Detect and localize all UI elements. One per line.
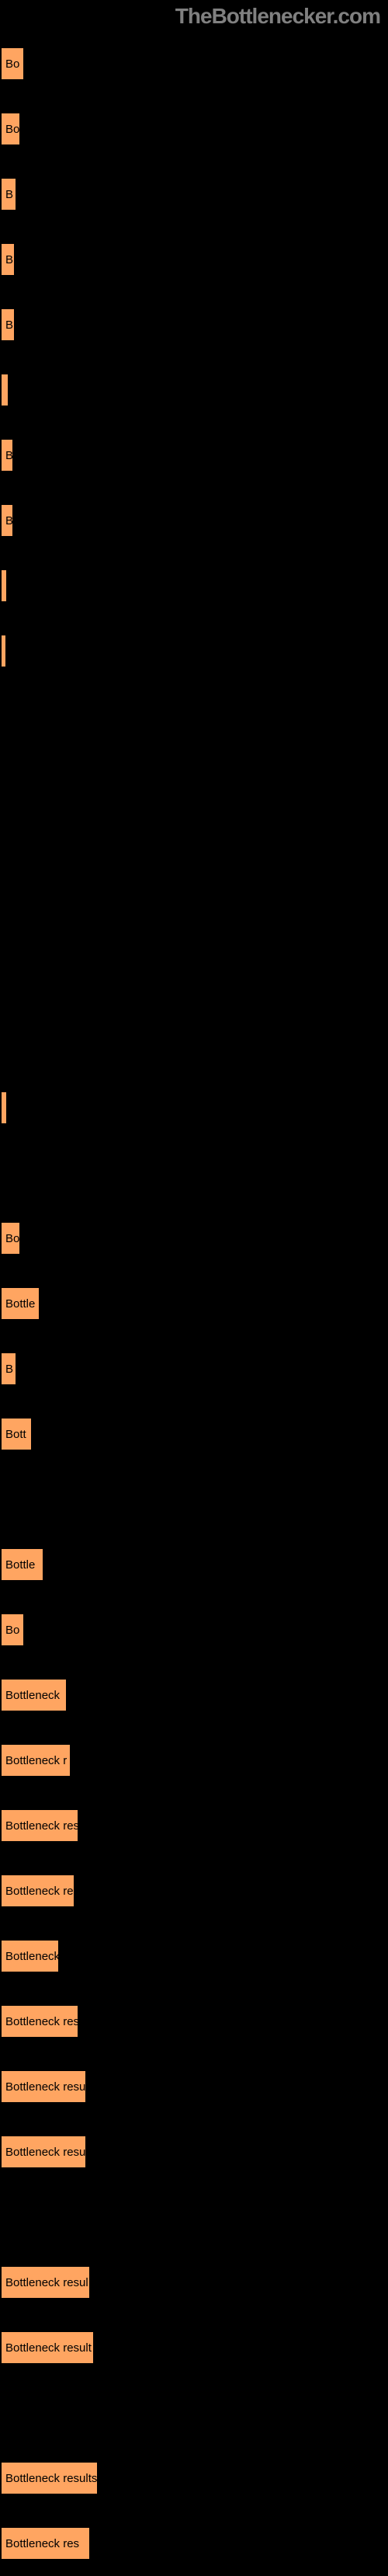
- bar-label: Bottleneck res: [5, 1819, 79, 1833]
- bar-row: Bottleneck resu: [0, 2119, 388, 2184]
- bar-label: Bottleneck r: [5, 1754, 67, 1767]
- bar-row: Bottleneck: [0, 1923, 388, 1989]
- bar-label: Bottle: [5, 1558, 35, 1572]
- bar-label: B: [5, 449, 13, 462]
- bar-label: Bottleneck results: [5, 2472, 97, 2485]
- bar-row: Bottle: [0, 1271, 388, 1336]
- bar: Bottleneck results: [0, 2461, 99, 2495]
- bar-row: B: [0, 1336, 388, 1401]
- bar-row: Bo: [0, 31, 388, 96]
- bar-row: B: [0, 162, 388, 227]
- bar-row: [0, 1010, 388, 1075]
- bar-label: Bo: [5, 57, 19, 71]
- bar-row: [0, 879, 388, 945]
- watermark-text: TheBottlenecker.com: [175, 4, 380, 29]
- bar: Bottle: [0, 1286, 40, 1321]
- bar-row: B: [0, 488, 388, 553]
- bar: B: [0, 242, 16, 277]
- bar: B: [0, 1352, 17, 1386]
- bar: Bottleneck: [0, 1939, 60, 1973]
- bar-label: Bo: [5, 123, 19, 136]
- bar-label: Bottleneck: [5, 1950, 60, 1963]
- bar-label: Bottleneck resu: [5, 2080, 85, 2094]
- bar: B: [0, 438, 14, 472]
- bar-label: Bottleneck res: [5, 2537, 79, 2550]
- bar: [0, 569, 8, 603]
- bar-row: [0, 1467, 388, 1532]
- bar-label: Bo: [5, 1232, 19, 1245]
- bar-row: [0, 684, 388, 749]
- bar-row: Bott: [0, 1401, 388, 1467]
- bar-row: Bottleneck resu: [0, 2054, 388, 2119]
- bar-row: B: [0, 292, 388, 357]
- bar-label: Bottleneck res: [5, 2015, 79, 2028]
- bar: Bottleneck resul: [0, 2265, 91, 2299]
- bar-row: Bottleneck res: [0, 2511, 388, 2576]
- bar: Bottle: [0, 1547, 44, 1582]
- bar-row: Bo: [0, 1206, 388, 1271]
- bar: Bottleneck res: [0, 2004, 79, 2038]
- bar-row: [0, 357, 388, 423]
- bar-label: Bottleneck re: [5, 1885, 74, 1898]
- bar-chart: Bo Bo B B B B B Bo Bottle B Bott Bottle Bo Bottleneck…: [0, 31, 388, 2576]
- bar-row: Bottleneck res: [0, 1793, 388, 1858]
- bar-row: [0, 749, 388, 814]
- bar: Bottleneck: [0, 1678, 68, 1712]
- bar: Bottleneck resu: [0, 2135, 87, 2169]
- bar-row: [0, 1075, 388, 1140]
- bar-label: Bottle: [5, 1297, 35, 1311]
- bar: Bottleneck resu: [0, 2070, 87, 2104]
- bar-label: B: [5, 253, 13, 266]
- bar: Bo: [0, 47, 25, 81]
- bar: B: [0, 177, 17, 211]
- bar-label: Bott: [5, 1428, 26, 1441]
- bar-row: Bottleneck result: [0, 2315, 388, 2380]
- bar-row: B: [0, 227, 388, 292]
- bar-row: Bottleneck r: [0, 1728, 388, 1793]
- bar-row: Bottleneck results: [0, 2445, 388, 2511]
- bar-row: Bottleneck re: [0, 1858, 388, 1923]
- bar-row: [0, 618, 388, 684]
- bar: B: [0, 503, 14, 538]
- bar: Bott: [0, 1417, 33, 1451]
- bar: [0, 1091, 8, 1125]
- bar-label: Bottleneck: [5, 1689, 60, 1702]
- bar-label: B: [5, 514, 13, 527]
- bar-label: B: [5, 319, 13, 332]
- bar-row: [0, 1140, 388, 1206]
- bar-row: [0, 2184, 388, 2250]
- bar: Bottleneck res: [0, 2526, 91, 2560]
- bar: Bottleneck res: [0, 1808, 79, 1843]
- bar-row: Bottleneck: [0, 1662, 388, 1728]
- bar: Bottleneck result: [0, 2331, 95, 2365]
- bar: [0, 373, 9, 407]
- bar-row: Bottle: [0, 1532, 388, 1597]
- bar: Bottleneck re: [0, 1874, 75, 1908]
- bar-label: Bottleneck result: [5, 2341, 92, 2355]
- bar: Bo: [0, 1613, 25, 1647]
- bar-row: B: [0, 423, 388, 488]
- bar-row: [0, 2380, 388, 2445]
- bar-label: B: [5, 188, 13, 201]
- bar-row: [0, 945, 388, 1010]
- bar-row: Bo: [0, 1597, 388, 1662]
- bar: B: [0, 308, 16, 342]
- bar-row: [0, 553, 388, 618]
- bar: Bo: [0, 1221, 21, 1255]
- bar-row: Bo: [0, 96, 388, 162]
- bar-label: Bottleneck resu: [5, 2146, 85, 2159]
- bar-label: B: [5, 1363, 13, 1376]
- bar: Bottleneck r: [0, 1743, 71, 1777]
- bar-row: Bottleneck res: [0, 1989, 388, 2054]
- bar: Bo: [0, 112, 21, 146]
- bar-row: [0, 814, 388, 879]
- bar-label: Bo: [5, 1624, 19, 1637]
- bar: [0, 634, 7, 668]
- bar-label: Bottleneck resul: [5, 2276, 88, 2289]
- bar-row: Bottleneck resul: [0, 2250, 388, 2315]
